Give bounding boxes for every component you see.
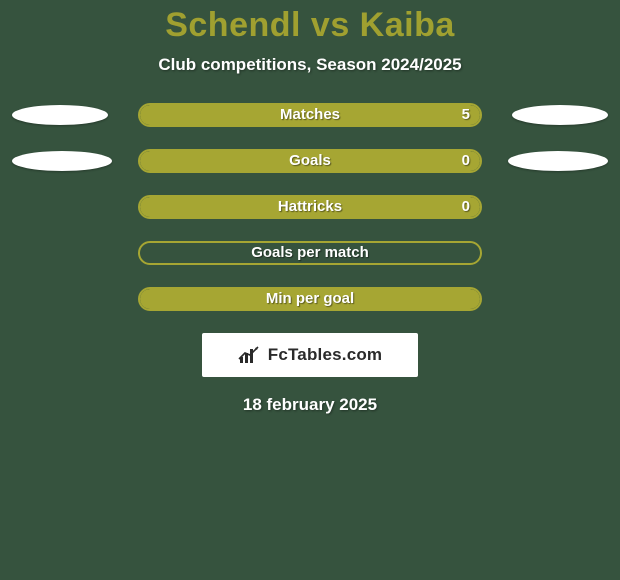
stat-row: Min per goal	[0, 287, 620, 311]
stat-rows: Matches 5 Goals 0 Hattricks 0	[0, 103, 620, 311]
stat-bar-fill	[140, 151, 480, 171]
left-ellipse	[12, 105, 108, 125]
stat-row: Goals 0	[0, 149, 620, 173]
stat-row: Hattricks 0	[0, 195, 620, 219]
comparison-infographic: Schendl vs Kaiba Club competitions, Seas…	[0, 6, 620, 580]
stat-label: Goals per match	[140, 243, 480, 263]
stat-bar: Matches 5	[138, 103, 482, 127]
stat-bar: Goals per match	[138, 241, 482, 265]
stat-row: Goals per match	[0, 241, 620, 265]
page-subtitle: Club competitions, Season 2024/2025	[0, 55, 620, 75]
stat-bar: Goals 0	[138, 149, 482, 173]
logo-text: FcTables.com	[268, 345, 383, 365]
left-ellipse	[12, 151, 112, 171]
source-logo: FcTables.com	[202, 333, 418, 377]
chart-icon	[238, 345, 262, 365]
stat-bar-fill	[140, 105, 480, 125]
page-title: Schendl vs Kaiba	[0, 6, 620, 45]
right-ellipse	[512, 105, 608, 125]
stat-bar-fill	[140, 289, 480, 309]
stat-bar: Hattricks 0	[138, 195, 482, 219]
stat-bar-fill	[140, 197, 480, 217]
right-ellipse	[508, 151, 608, 171]
stat-bar: Min per goal	[138, 287, 482, 311]
footer-date: 18 february 2025	[0, 395, 620, 415]
stat-row: Matches 5	[0, 103, 620, 127]
